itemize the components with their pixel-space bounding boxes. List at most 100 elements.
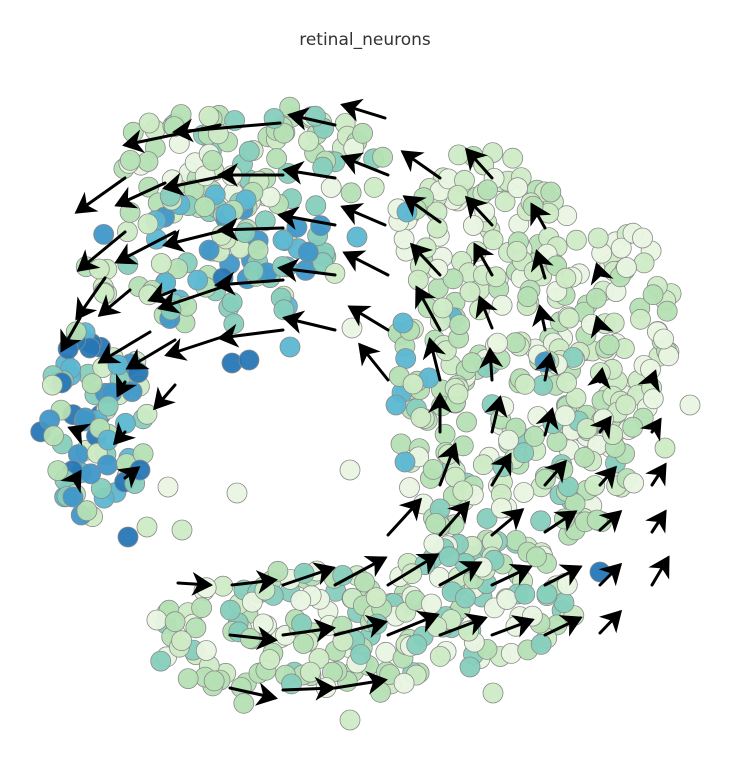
cell-point xyxy=(393,672,415,694)
velocity-arrow xyxy=(228,682,278,706)
cell-point xyxy=(202,150,223,171)
velocity-arrow xyxy=(217,323,285,348)
velocity-arrow xyxy=(645,462,667,487)
cell-point xyxy=(477,179,498,201)
cell-point xyxy=(272,229,294,251)
cell-point xyxy=(449,314,471,336)
velocity-arrow xyxy=(464,195,494,227)
cell-point xyxy=(341,317,363,339)
cell-point xyxy=(247,239,269,261)
cell-point xyxy=(633,252,655,274)
cell-point xyxy=(476,508,498,529)
cell-point xyxy=(392,312,414,334)
cell-point xyxy=(234,222,256,244)
cell-point xyxy=(526,546,547,568)
cell-point xyxy=(305,195,327,217)
velocity-arrow xyxy=(340,152,390,177)
velocity-arrows xyxy=(60,98,670,706)
velocity-arrow xyxy=(122,123,222,154)
cell-point xyxy=(339,459,361,481)
cell-point xyxy=(97,429,119,451)
cell-point xyxy=(159,185,181,207)
cell-point xyxy=(546,431,568,453)
cell-point xyxy=(238,140,260,162)
cell-point xyxy=(565,387,587,409)
cell-point xyxy=(494,191,516,213)
cell-point xyxy=(459,281,481,303)
cell-point xyxy=(194,196,216,218)
velocity-arrow xyxy=(479,347,504,382)
cell-point xyxy=(406,634,428,656)
cell-point xyxy=(171,519,193,541)
velocity-arrow xyxy=(60,316,82,353)
velocity-arrow xyxy=(97,330,152,364)
cell-point xyxy=(47,460,69,482)
velocity-arrow xyxy=(74,176,127,214)
velocity-arrow xyxy=(281,618,336,643)
cell-point xyxy=(399,477,420,498)
cell-point xyxy=(459,656,481,678)
cell-point xyxy=(679,394,701,416)
cell-point xyxy=(423,533,445,555)
cell-point xyxy=(622,416,644,438)
velocity-arrow xyxy=(640,417,662,442)
cell-point xyxy=(233,692,255,714)
cell-point xyxy=(346,226,368,248)
cell-point xyxy=(292,633,314,654)
velocity-arrow xyxy=(67,423,92,446)
cell-point xyxy=(517,286,539,308)
cell-point xyxy=(137,151,159,172)
cell-point xyxy=(93,223,115,245)
cell-point xyxy=(532,374,553,396)
cell-point xyxy=(530,510,552,532)
cell-point xyxy=(279,336,301,358)
cell-point xyxy=(426,217,448,239)
cell-point xyxy=(226,482,248,504)
cell-point xyxy=(491,294,513,316)
velocity-arrow xyxy=(287,107,337,131)
cell-point xyxy=(432,297,454,319)
velocity-arrow xyxy=(534,352,559,382)
cell-point xyxy=(297,241,319,263)
cell-point xyxy=(195,577,217,599)
velocity-arrow xyxy=(543,510,578,534)
velocity-arrow xyxy=(333,614,388,639)
cell-point xyxy=(242,260,264,282)
velocity-arrow xyxy=(594,465,617,490)
cell-point xyxy=(447,184,469,206)
velocity-arrow xyxy=(422,337,447,382)
velocity-arrow xyxy=(437,442,460,487)
velocity-arrow xyxy=(532,304,556,332)
velocity-arrow xyxy=(75,276,107,321)
velocity-arrow xyxy=(97,288,132,317)
velocity-arrow xyxy=(587,367,611,390)
cell-point xyxy=(623,472,644,494)
velocity-arrow xyxy=(490,615,535,638)
cell-point xyxy=(462,215,484,236)
cell-point xyxy=(514,373,536,395)
cell-point xyxy=(81,373,103,395)
cell-points xyxy=(30,96,701,731)
velocity-arrow xyxy=(598,509,623,533)
cell-point xyxy=(482,682,504,704)
cell-point xyxy=(454,587,476,609)
cell-point xyxy=(566,229,587,251)
cell-point xyxy=(372,146,394,168)
cell-point xyxy=(442,268,464,290)
velocity-arrow xyxy=(342,250,390,277)
cell-point xyxy=(203,670,225,692)
cell-point xyxy=(259,649,281,670)
cell-point xyxy=(472,454,494,476)
velocity-arrow xyxy=(228,626,278,650)
cell-point xyxy=(298,130,320,152)
cell-point xyxy=(115,412,136,434)
cell-point xyxy=(43,425,64,447)
cell-point xyxy=(93,282,115,304)
cell-point xyxy=(320,177,342,198)
velocity-arrow xyxy=(176,571,213,596)
cell-point xyxy=(653,328,674,350)
velocity-arrow xyxy=(590,262,614,286)
velocity-arrow xyxy=(490,452,512,487)
cell-point xyxy=(402,373,424,395)
